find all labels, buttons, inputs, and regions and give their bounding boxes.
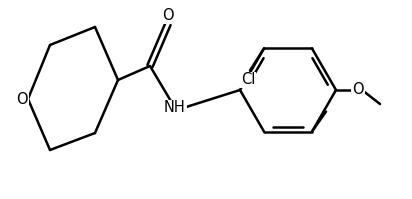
Text: NH: NH: [164, 100, 186, 115]
Text: O: O: [352, 83, 364, 98]
Text: Cl: Cl: [241, 72, 255, 87]
Text: O: O: [16, 92, 28, 106]
Text: O: O: [162, 8, 174, 23]
